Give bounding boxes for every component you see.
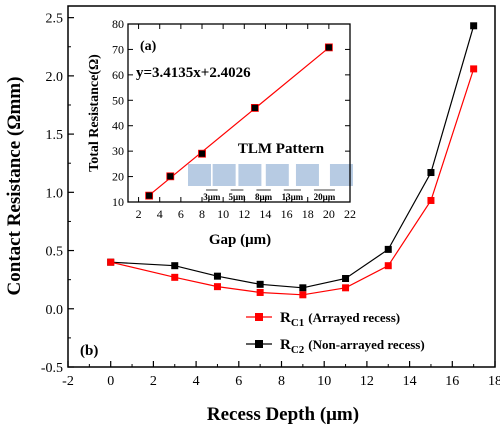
main-x-tick-label: 10 (317, 374, 331, 389)
inset-x-axis-label: Gap (μm) (209, 232, 271, 248)
main-x-tick-label: 2 (150, 374, 157, 389)
tlm-pad (238, 164, 262, 186)
tlm-gap-label: 8μm (255, 192, 273, 202)
data-point-c2 (171, 262, 179, 270)
legend-entry-rc1: RC1 (Arrayed recess) (246, 310, 400, 329)
tlm-gap-label: 13μm (282, 192, 304, 202)
data-point-c1 (256, 288, 264, 296)
inset-plot-frame (127, 23, 351, 203)
main-x-tick-label: 12 (360, 374, 374, 389)
data-point-c2 (427, 169, 435, 177)
inset-y-tick-label: 20 (112, 170, 124, 184)
inset-y-tick-label: 10 (112, 195, 124, 209)
data-point-c2 (213, 272, 221, 280)
tlm-gap-label: 20μm (314, 192, 336, 202)
inset-series-layer (145, 43, 333, 200)
data-point-c2 (470, 22, 478, 30)
fit-equation: y=3.4135x+2.4026 (136, 65, 251, 81)
main-y-tick-label: 1.5 (46, 128, 64, 143)
data-point-c1 (384, 262, 392, 270)
data-point-c1 (299, 291, 307, 299)
data-point-c1 (427, 196, 435, 204)
inset-y-tick-label: 60 (112, 68, 124, 82)
main-x-tick-label: 8 (278, 374, 285, 389)
tlm-pad (295, 164, 319, 186)
legend: RC1 (Arrayed recess) RC2 (Non-arrayed rece… (246, 310, 425, 356)
data-point-c1 (171, 273, 179, 281)
inset-x-tick-label: 6 (178, 207, 184, 221)
main-y-axis-label: Contact Resistance (Ωmm) (4, 77, 25, 296)
main-y-tick-label: 2.0 (46, 70, 64, 85)
inset-x-tick-label: 14 (259, 207, 271, 221)
inset-x-tick-label: 18 (302, 207, 314, 221)
tlm-gap-label: 3μm (203, 192, 221, 202)
inset-data-point (324, 43, 333, 52)
main-panel-label: (b) (80, 343, 98, 359)
main-x-tick-label: 6 (235, 374, 242, 389)
inset-x-tick-label: 20 (323, 207, 335, 221)
inset-panel-label: (a) (140, 39, 157, 54)
legend-rc2-sub: C2 (291, 344, 305, 356)
tlm-title: TLM Pattern (238, 141, 325, 157)
legend-rc1-desc: (Arrayed recess) (308, 310, 400, 325)
tlm-gap-label: 5μm (228, 192, 246, 202)
legend-rc2-main: R (280, 337, 291, 353)
inset-data-point (250, 104, 259, 112)
main-x-axis-label: Recess Depth (μm) (207, 404, 359, 425)
main-y-tick-label: 2.5 (46, 12, 64, 27)
data-point-c2 (342, 274, 350, 282)
inset-data-point (145, 191, 154, 200)
main-series-layer (107, 22, 478, 299)
legend-rc1-main: R (280, 310, 291, 326)
data-point-c1 (470, 65, 478, 73)
tlm-pad (329, 164, 353, 186)
legend-entry-rc2: RC2 (Non-arrayed recess) (246, 337, 425, 356)
inset-y-tick-label: 40 (112, 119, 124, 133)
svg-text:RC2(Non-arrayed recess): RC2 (Non-arrayed recess) (280, 337, 425, 356)
inset-x-tick-label: 16 (281, 207, 293, 221)
main-x-tick-label: 4 (193, 374, 200, 389)
main-x-tick-label: 0 (107, 374, 114, 389)
inset-x-tick-label: 22 (344, 207, 356, 221)
data-point-c1 (342, 284, 350, 292)
inset-y-tick-label: 50 (112, 93, 124, 107)
inset-x-tick-label: 10 (217, 207, 229, 221)
inset-y-tick-label: 70 (112, 42, 124, 56)
inset-y-tick-label: 80 (112, 17, 124, 31)
main-ticks: -2 0 2 4 6 8 10 12 14 16 18 -0.5 0.0 0.5 1.0 1.5 2.0 2.5 (41, 12, 500, 389)
fit-line (148, 47, 330, 196)
tlm-pad (188, 164, 211, 186)
main-y-tick-label: -0.5 (41, 361, 63, 376)
data-point-c2 (299, 284, 307, 292)
inset-data-point (198, 149, 206, 158)
tlm-pad (212, 164, 236, 186)
main-x-tick-label: 16 (445, 374, 459, 389)
inset-x-tick-label: 4 (157, 207, 163, 221)
inset-y-axis-label: Total Resistance(Ω) (87, 54, 102, 172)
legend-rc2-desc: (Non-arrayed recess) (308, 337, 424, 352)
data-point-c2 (256, 280, 264, 288)
main-chart: -2 0 2 4 6 8 10 12 14 16 18-0.50.00.51.01.52.02.5 … (4, 5, 500, 425)
main-y-tick-label: 1.0 (46, 186, 64, 201)
main-x-tick-label: 14 (403, 374, 417, 389)
main-y-tick-label: 0.5 (46, 245, 64, 260)
data-point-c1 (107, 258, 115, 266)
inset-y-tick-label: 30 (112, 144, 124, 158)
legend-rc1-sub: C1 (291, 317, 304, 329)
inset-data-point (166, 172, 175, 181)
data-point-c2 (384, 245, 392, 253)
main-x-tick-label: -2 (62, 374, 74, 389)
inset-x-tick-label: 2 (136, 207, 142, 221)
data-point-c1 (213, 283, 221, 291)
tlm-pad (265, 164, 289, 186)
tlm-pattern: 3μm 5μm 8μm 13μm 20μm (188, 164, 353, 202)
main-y-tick-label: 0.0 (46, 303, 64, 318)
main-x-tick-label: 18 (488, 374, 500, 389)
svg-text:RC1(Arrayed recess): RC1 (Arrayed recess) (280, 310, 400, 329)
inset-chart: 2 4 6 8 10 12 14 16 18 20 22 10 20 30 40 50 60 70 80 3μm 5μ… (87, 17, 356, 248)
inset-x-tick-label: 8 (199, 207, 205, 221)
inset-x-tick-label: 12 (238, 207, 250, 221)
